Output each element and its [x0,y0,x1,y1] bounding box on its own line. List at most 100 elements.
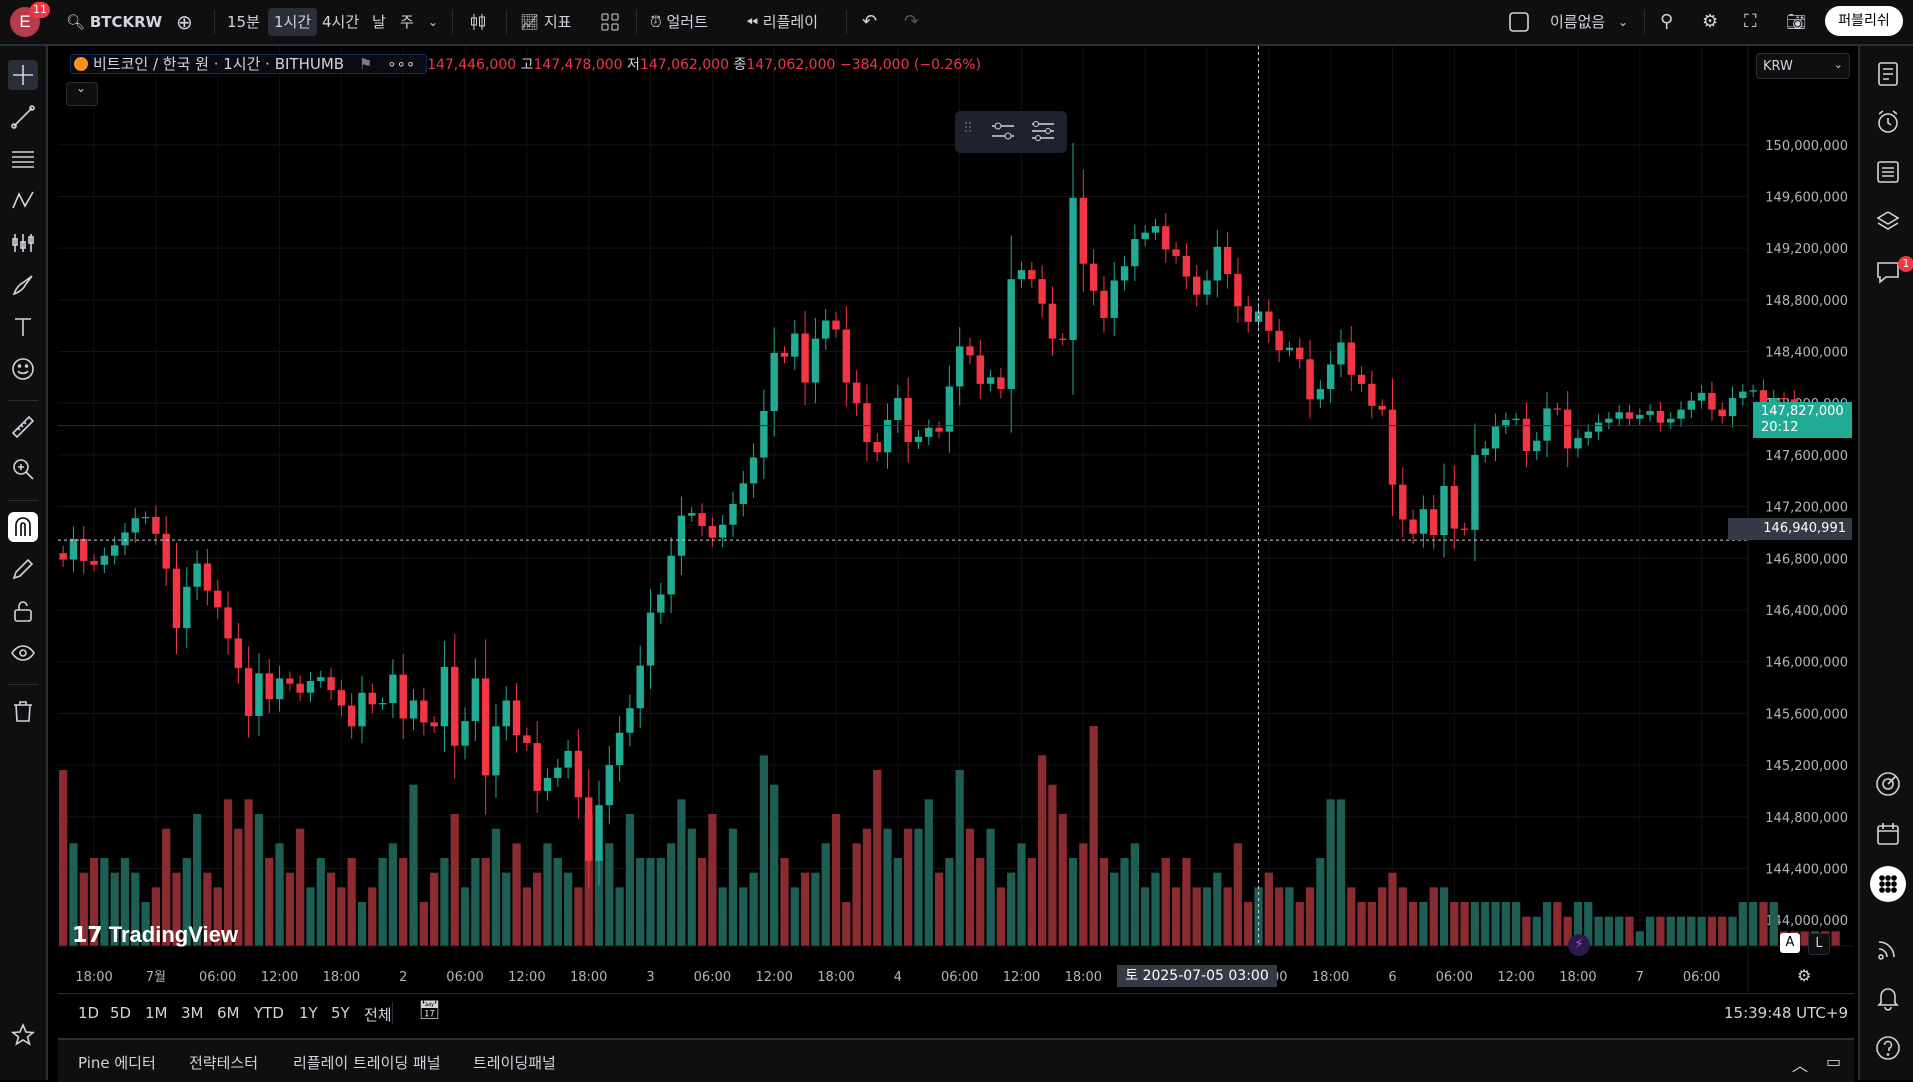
x-tick-label: 12:00 [755,970,792,985]
camera-icon[interactable]: 📷︎ [1786,12,1807,31]
settings-gear-icon[interactable]: ⚙ [1702,11,1719,32]
candle-body [791,333,799,357]
symbol-title[interactable]: 비트코인 / 한국 원 · 1시간 · BITHUMB ⚑ ∘∘∘ [70,54,428,74]
crosshair-icon[interactable] [8,60,38,90]
undo-icon[interactable]: ↶ [862,11,878,32]
candle-style-icon[interactable] [468,8,488,36]
drag-handle-icon[interactable]: ⠿ [963,121,974,137]
range-3m[interactable]: 3M [181,1004,204,1022]
candle-body [1151,226,1160,233]
ruler-icon[interactable] [8,412,38,442]
volume-bar [831,814,841,946]
quick-search-icon[interactable]: ⚲ [1660,11,1674,32]
trend-line-icon[interactable] [8,102,38,132]
candle-body [1780,398,1788,400]
chart-area[interactable]: 150,000,000 149,600,000 149,200,000 148,800… [58,46,1854,992]
go-to-date-icon[interactable]: 📅︎ [418,1000,441,1021]
publish-button[interactable]: 퍼블리쉬 [1825,6,1903,36]
axis-settings-gear-icon[interactable]: ⚙ [1797,966,1812,985]
measure-tools-icon[interactable] [8,228,38,258]
alert-button[interactable]: ⏰︎ 얼러트 [650,8,708,36]
trash-icon[interactable] [8,696,38,726]
calendar-icon[interactable] [1872,818,1904,850]
lightning-icon[interactable]: ⚡︎ [1568,934,1590,956]
tab-replay-trading-panel[interactable]: 리플레이 트레이딩 패널 [293,1054,441,1072]
volume-bar [1481,902,1490,946]
flag-icon[interactable]: ⚑ [358,55,373,73]
tradingview-watermark[interactable]: 𝟭𝟳 TradingView [72,922,238,948]
candle-body [1089,263,1098,291]
alerts-clock-icon[interactable] [1872,106,1904,138]
chevron-down-icon[interactable]: ⌄ [1618,15,1629,29]
layout-square-icon[interactable] [1508,8,1530,36]
magnet-icon[interactable] [8,512,38,542]
horizontal-lines-icon[interactable] [8,144,38,174]
candle-body [461,721,469,746]
range-1y[interactable]: 1Y [299,1004,318,1022]
timeframe-week[interactable]: 주 [400,13,414,31]
brush-icon[interactable] [8,270,38,300]
volume-bar [625,814,635,946]
range-1d[interactable]: 1D [78,1004,100,1022]
legend-collapse-button[interactable]: ⌄ [66,81,98,106]
tab-trading-panel[interactable]: 트레이딩패널 [473,1054,556,1072]
range-ytd[interactable]: YTD [254,1004,284,1022]
volume-bar [1305,887,1315,946]
clock-timezone[interactable]: 15:39:48 UTC+9 [1724,1004,1848,1022]
redo-icon[interactable]: ↷ [904,11,920,32]
object-settings-icon[interactable] [989,117,1017,149]
timeframe-15m[interactable]: 15분 [227,13,260,31]
candle-body [1656,410,1665,423]
tab-strategy-tester[interactable]: 전략테스터 [189,1054,259,1072]
zoom-in-icon[interactable] [8,454,38,484]
layouts-icon[interactable] [600,8,620,36]
replay-button[interactable]: ⏪︎ 리플레이 [746,8,818,36]
volume-bar [120,858,130,946]
candle-body [1007,279,1015,390]
candle-body [234,638,243,669]
star-icon[interactable] [8,1020,38,1050]
range-all[interactable]: 전체 [364,1006,392,1024]
help-icon[interactable] [1872,1032,1904,1064]
watchlist-icon[interactable] [1872,58,1904,90]
range-6m[interactable]: 6M [217,1004,240,1022]
target-icon[interactable] [1872,768,1904,800]
add-symbol-icon[interactable]: ⊕ [176,10,193,34]
layout-name[interactable]: 이름없음 [1550,13,1606,31]
broadcast-icon[interactable] [1872,932,1904,964]
maximize-panel-icon[interactable]: ▭ [1826,1052,1842,1071]
volume-bar [285,872,294,946]
chevron-up-icon[interactable]: ︿ [1792,1056,1809,1075]
indicators-button[interactable]: 📈︎ 지표 [520,8,571,36]
candle-body [1419,509,1428,534]
currency-select[interactable]: KRW ⌄ [1756,53,1850,79]
volume-bar [1326,799,1335,946]
symbol-search[interactable]: 🔍︎ BTCKRW [66,8,162,36]
pattern-icon[interactable] [8,186,38,216]
lock-drawings-pencil-icon[interactable] [8,554,38,584]
bell-icon[interactable] [1872,982,1904,1014]
range-5d[interactable]: 5D [110,1004,132,1022]
range-1m[interactable]: 1M [145,1004,168,1022]
data-window-icon[interactable] [1872,156,1904,188]
text-icon[interactable] [8,312,38,342]
timeframe-day[interactable]: 날 [372,13,386,31]
layers-icon[interactable] [1872,206,1904,238]
candle-body [286,678,294,684]
timeframe-4h[interactable]: 4시간 [322,13,360,31]
object-list-icon[interactable] [1029,117,1057,149]
more-options-icon[interactable]: ∘∘∘ [387,55,416,73]
fullscreen-icon[interactable]: ⛶ [1744,11,1757,32]
eye-icon[interactable] [8,638,38,668]
emoji-icon[interactable] [8,354,38,384]
tab-pine-editor[interactable]: Pine 에디터 [78,1054,156,1072]
auto-scale-button[interactable]: A [1780,933,1800,953]
range-5y[interactable]: 5Y [331,1004,350,1022]
volume-bar [739,887,748,946]
apps-grid-icon[interactable] [1870,866,1906,902]
unlock-icon[interactable] [8,596,38,626]
timeframe-1h[interactable]: 1시간 [268,8,318,36]
candlestick-chart[interactable]: 150,000,000 149,600,000 149,200,000 148,800… [58,46,1854,992]
chevron-down-icon[interactable]: ⌄ [428,15,439,29]
log-scale-button[interactable]: L [1808,933,1830,955]
